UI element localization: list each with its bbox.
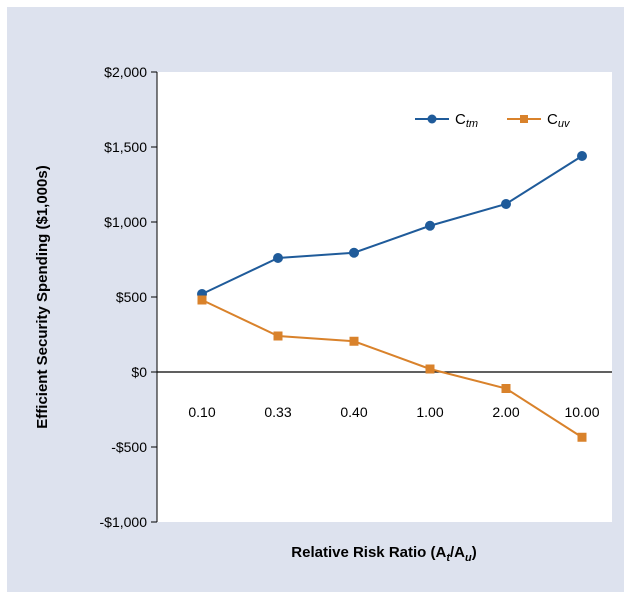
data-point-Cuv	[197, 295, 207, 305]
y-tick-label: $2,000	[104, 64, 147, 80]
x-category-label: 1.00	[416, 404, 443, 420]
y-tick-label: $500	[116, 289, 147, 305]
data-point-Ctm	[273, 253, 283, 263]
data-point-Ctm	[349, 247, 359, 258]
data-point-Ctm	[425, 220, 435, 231]
y-tick-label: $1,500	[104, 139, 147, 155]
x-category-label: 0.40	[340, 404, 367, 420]
x-category-label: 10.00	[564, 404, 599, 420]
legend-label-Cuv: Cuv	[547, 111, 571, 130]
x-axis-title: Relative Risk Ratio (At/Au)	[291, 544, 476, 564]
y-tick-label: -$500	[111, 439, 147, 455]
legend-label-Ctm: Ctm	[455, 111, 478, 130]
x-category-label: 0.33	[264, 404, 291, 420]
y-tick-label: -$1,000	[100, 514, 148, 530]
y-axis-ticks: -$1,000 -$500 $0 $500 $1,000 $1,500 $2,000	[100, 64, 157, 530]
data-point-Cuv	[349, 336, 359, 346]
legend-marker-Ctm	[427, 114, 437, 124]
legend: Ctm Cuv	[415, 111, 571, 130]
data-point-Cuv	[501, 384, 511, 393]
y-axis-title: Efficient Security Spending ($1,000s)	[34, 165, 51, 428]
line-chart: -$1,000 -$500 $0 $500 $1,000 $1,500 $2,000 0.1…	[34, 64, 612, 564]
data-point-Cuv	[273, 331, 283, 341]
y-tick-label: $0	[131, 364, 147, 380]
data-point-Ctm	[501, 199, 511, 209]
x-category-label: 2.00	[492, 404, 519, 420]
data-point-Cuv	[577, 432, 587, 442]
series-line-Ctm	[201, 155, 583, 295]
series-line-Cuv	[201, 299, 583, 439]
legend-marker-Cuv	[520, 115, 528, 123]
series-group	[197, 151, 587, 442]
plot-area	[157, 72, 612, 522]
x-axis-category-labels: 0.10 0.33 0.40 1.00 2.00 10.00	[188, 404, 599, 420]
x-category-label: 0.10	[188, 404, 215, 420]
data-point-Ctm	[577, 151, 587, 161]
chart-frame: -$1,000 -$500 $0 $500 $1,000 $1,500 $2,000 0.1…	[7, 7, 624, 592]
y-tick-label: $1,000	[104, 214, 147, 230]
data-point-Cuv	[425, 364, 435, 374]
